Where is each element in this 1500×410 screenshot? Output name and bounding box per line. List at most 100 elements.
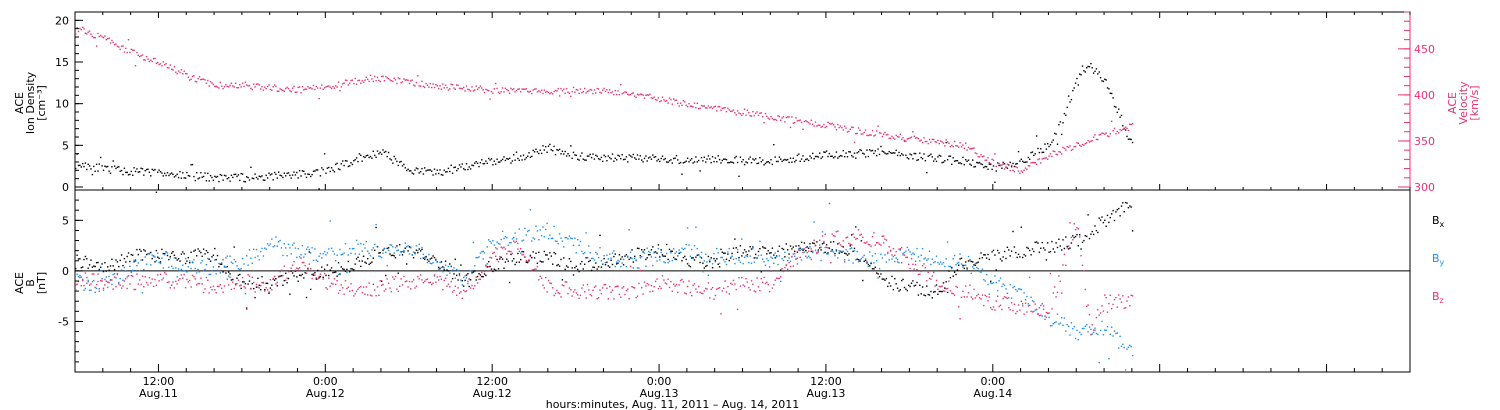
velocity-point: [649, 93, 651, 95]
velocity-point: [353, 82, 355, 85]
velocity-point: [698, 108, 700, 110]
density-point: [77, 164, 80, 167]
bz-point: [628, 297, 630, 300]
bz-point: [1072, 239, 1074, 241]
bx-point: [700, 257, 703, 259]
bz-point: [845, 237, 847, 239]
density-point: [150, 175, 152, 177]
bx-point: [172, 251, 174, 253]
density-point: [636, 154, 639, 156]
bx-point: [286, 282, 288, 284]
velocity-point: [674, 99, 676, 102]
bz-point: [634, 287, 636, 289]
by-point: [935, 255, 938, 257]
by-point: [112, 273, 114, 276]
velocity-point: [488, 89, 490, 92]
bx-point: [211, 256, 213, 258]
velocity-point: [742, 112, 744, 115]
density-point: [738, 175, 740, 177]
velocity-point: [1031, 161, 1034, 164]
velocity-point: [880, 132, 882, 134]
density-point: [1126, 135, 1128, 138]
density-point: [575, 154, 577, 157]
bx-point: [795, 245, 797, 247]
velocity-point: [567, 91, 569, 93]
density-point: [812, 152, 814, 155]
by-point: [884, 254, 886, 256]
velocity-point: [101, 36, 103, 38]
by-point: [689, 255, 692, 257]
by-point: [428, 253, 430, 256]
bx-point: [273, 279, 276, 281]
velocity-point: [196, 81, 198, 83]
by-point: [688, 244, 690, 246]
bx-point: [618, 254, 621, 256]
density-point: [75, 167, 77, 170]
bz-point: [158, 280, 160, 282]
bz-point: [205, 276, 208, 279]
velocity-point: [503, 91, 505, 93]
density-point: [901, 153, 903, 155]
by-point: [458, 274, 461, 277]
bz-point: [713, 298, 715, 300]
velocity-point: [707, 105, 710, 107]
by-point: [764, 264, 767, 266]
bx-point: [878, 275, 881, 278]
bx-point: [1034, 241, 1036, 244]
density-point: [946, 159, 949, 161]
velocity-point: [1059, 151, 1061, 153]
velocity-point: [1101, 132, 1103, 134]
by-point: [264, 247, 266, 249]
velocity-point: [745, 114, 747, 116]
bx-point: [735, 247, 737, 249]
bx-point: [175, 257, 177, 259]
density-point: [1020, 158, 1022, 160]
by-point: [635, 259, 637, 262]
density-point: [1012, 162, 1014, 165]
by-point: [965, 264, 967, 266]
bz-point: [497, 260, 500, 263]
velocity-point: [150, 59, 152, 61]
bx-point: [1083, 239, 1085, 242]
bx-point: [905, 288, 907, 290]
velocity-point: [571, 90, 573, 93]
velocity-point: [681, 104, 683, 106]
by-point: [196, 272, 198, 274]
bx-point: [845, 253, 847, 255]
bx-point: [471, 272, 473, 274]
velocity-point: [613, 93, 615, 96]
by-point: [125, 270, 127, 272]
bx-point: [285, 272, 287, 274]
bx-point: [350, 268, 352, 270]
bz-point: [166, 281, 169, 284]
bz-point: [410, 288, 412, 290]
bx-point: [1127, 207, 1130, 209]
bz-point: [493, 251, 495, 254]
by-point: [1002, 283, 1004, 285]
bz-point: [863, 242, 865, 244]
bx-point: [1092, 233, 1095, 236]
by-point: [200, 262, 202, 264]
density-point: [488, 157, 490, 160]
by-point: [1029, 276, 1031, 279]
bx-point: [1091, 230, 1093, 233]
velocity-point: [141, 54, 144, 56]
by-point: [151, 254, 153, 256]
bz-point: [218, 285, 220, 287]
bz-point: [647, 284, 650, 286]
velocity-point: [1067, 146, 1070, 149]
density-point: [873, 152, 875, 155]
density-point: [186, 171, 188, 174]
velocity-point: [632, 92, 634, 94]
bx-point: [1022, 256, 1024, 259]
density-point: [533, 151, 536, 153]
bz-point: [529, 255, 532, 258]
bz-point: [670, 280, 672, 283]
velocity-point: [967, 146, 970, 149]
bz-point: [1123, 307, 1125, 309]
bx-point: [237, 274, 240, 276]
bx-point: [973, 264, 975, 266]
density-point: [582, 158, 584, 160]
velocity-point: [469, 90, 472, 92]
bx-point: [764, 247, 767, 249]
